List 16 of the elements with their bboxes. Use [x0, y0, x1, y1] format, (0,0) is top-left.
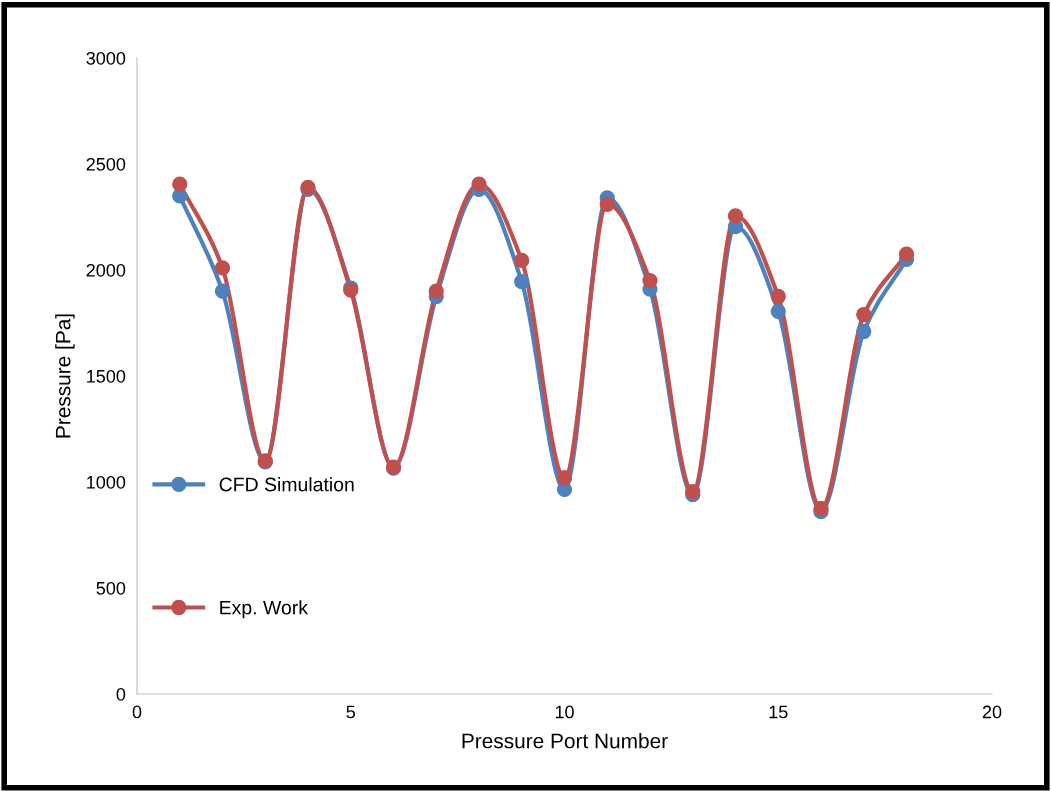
legend-label: CFD Simulation [219, 477, 354, 492]
x-tick-label: 15 [769, 705, 788, 719]
y-tick-label: 1500 [87, 369, 126, 383]
y-tick-label: 500 [96, 581, 126, 595]
y-tick-label: 3000 [86, 51, 126, 65]
x-axis-title: Pressure Port Number [462, 733, 668, 749]
x-tick-label: 0 [132, 705, 142, 719]
x-tick-label: 20 [982, 705, 1002, 719]
y-tick-label: 2000 [86, 263, 126, 277]
y-tick-label: 0 [116, 687, 126, 701]
y-tick-label: 1000 [87, 475, 126, 489]
x-tick-label: 10 [555, 705, 574, 719]
x-tick-label: 5 [346, 705, 356, 719]
y-tick-label: 2500 [86, 157, 126, 171]
y-axis-title: Pressure [Pa] [55, 314, 75, 438]
legend-label: Exp. Work [220, 600, 309, 619]
